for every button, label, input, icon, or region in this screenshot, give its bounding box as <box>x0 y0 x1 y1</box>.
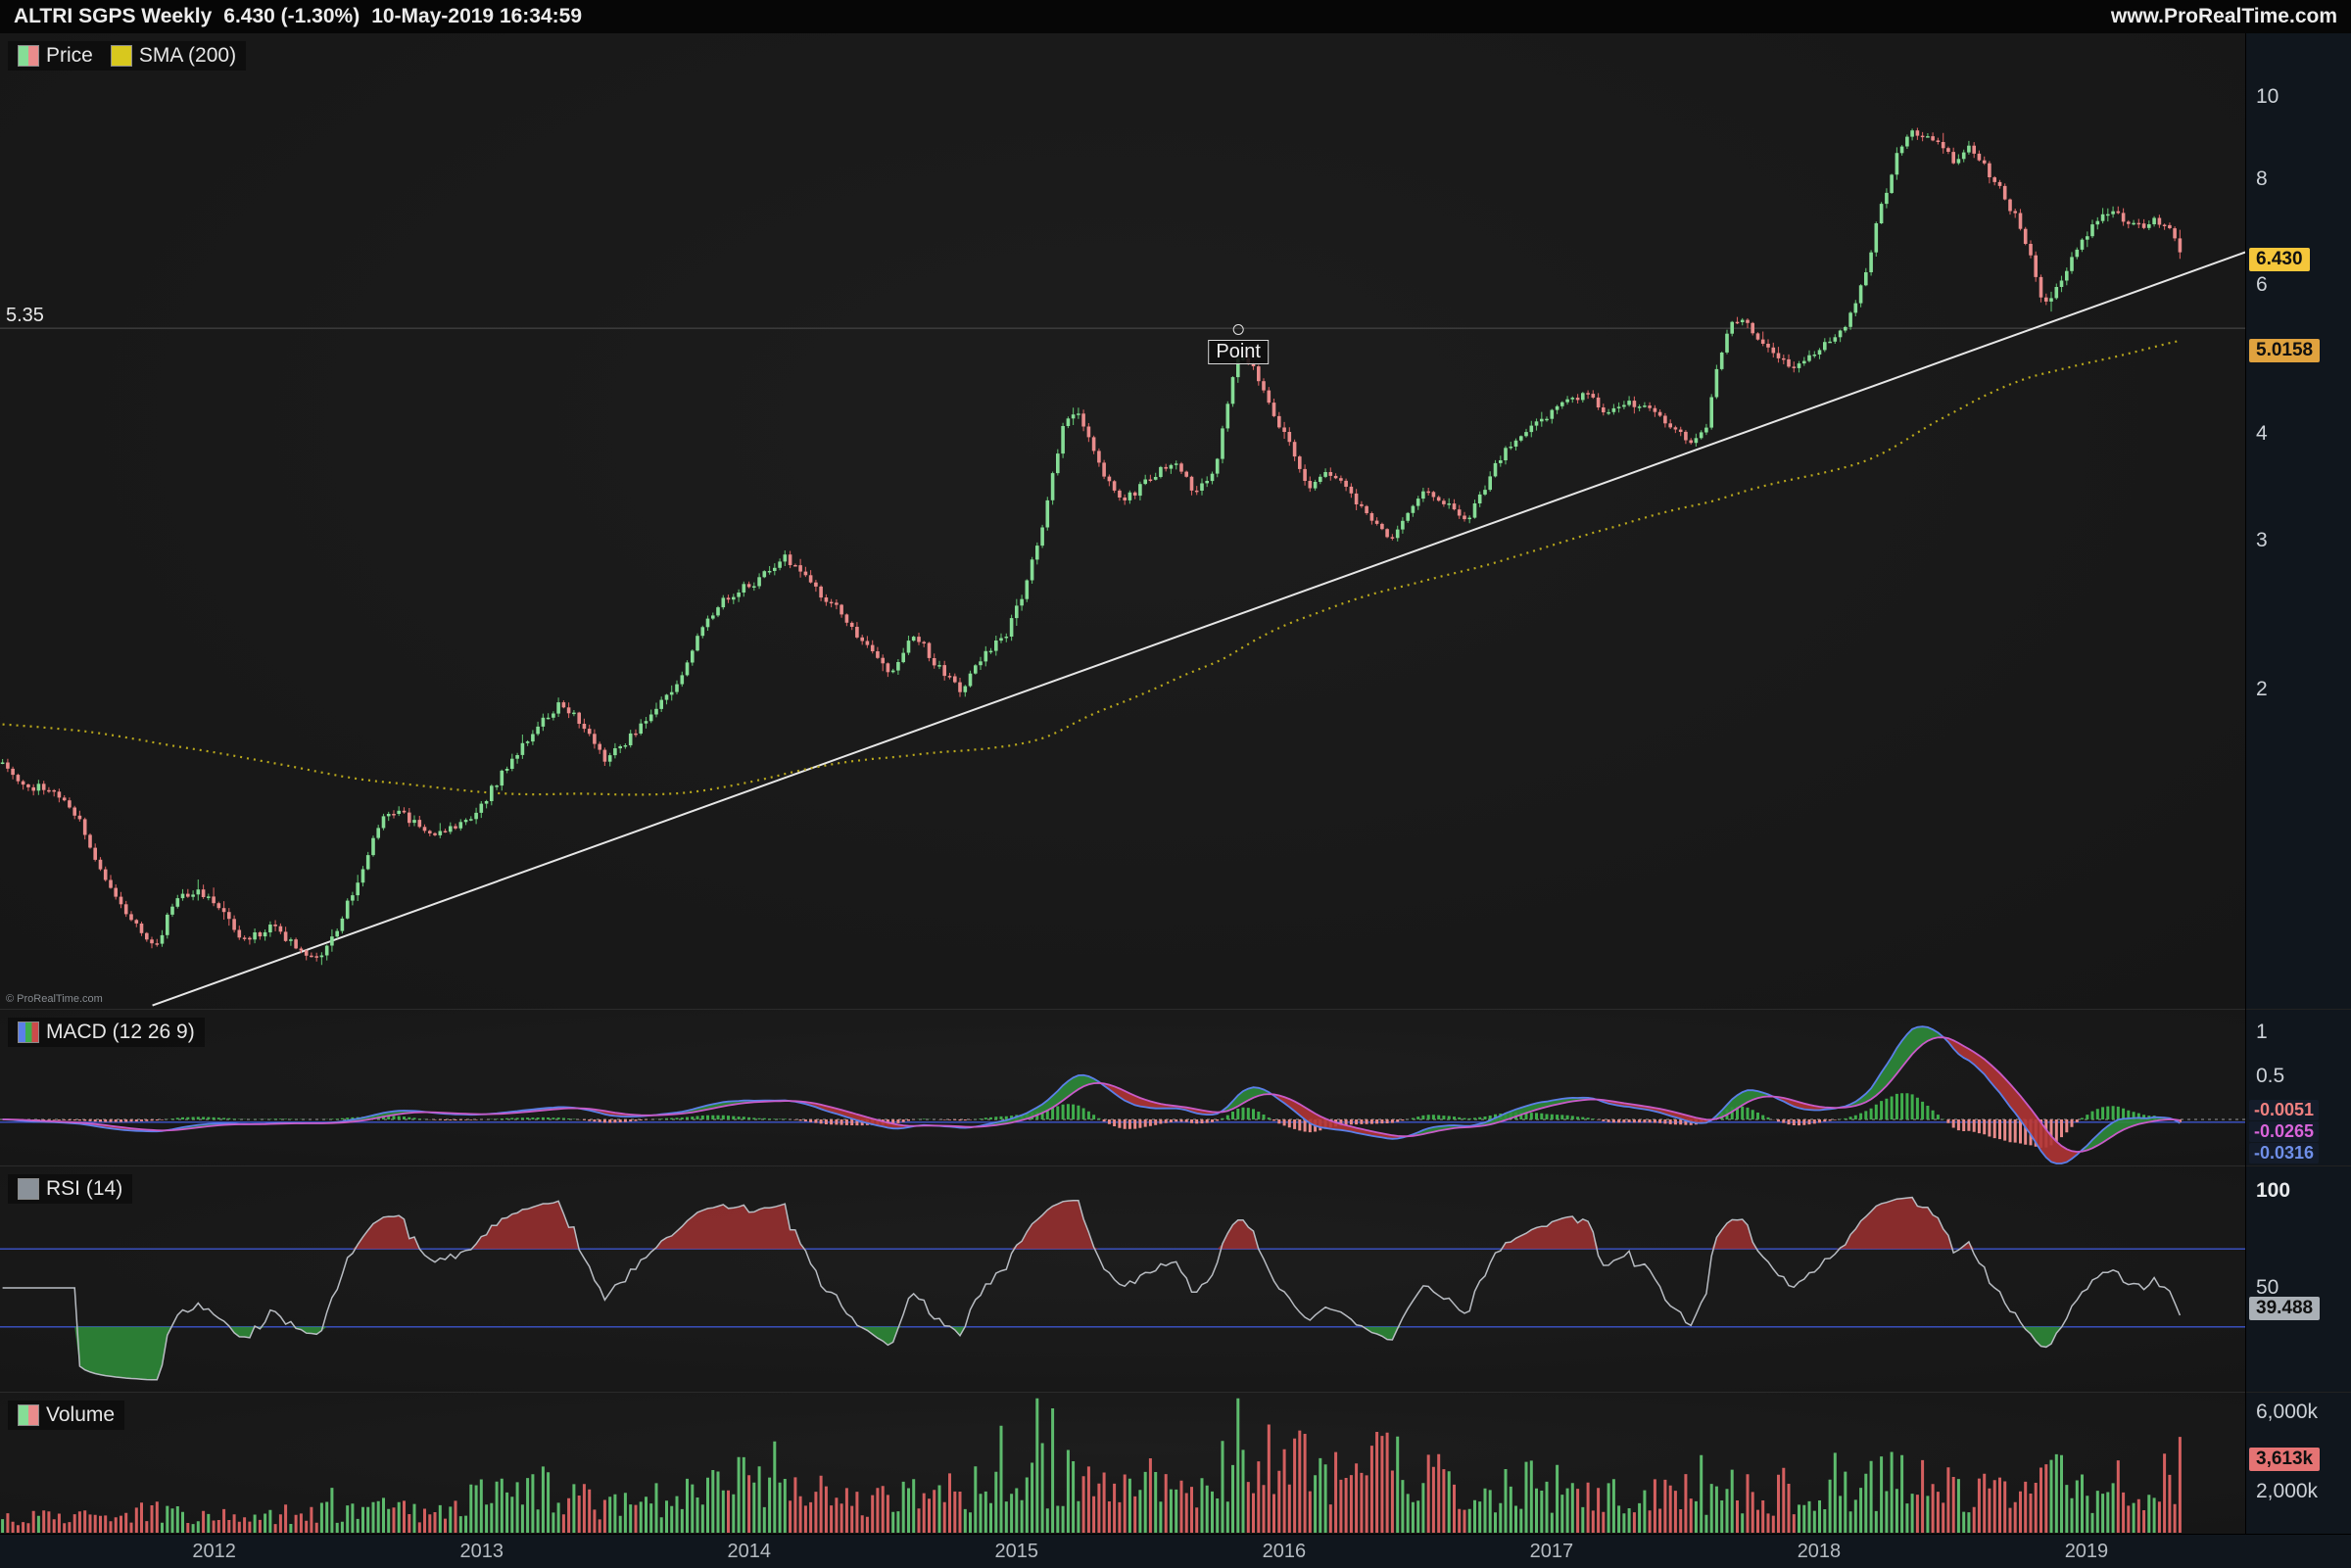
price-tick-label: 2 <box>2256 677 2268 700</box>
macd-legend-icon <box>18 1022 39 1043</box>
year-label: 2012 <box>192 1541 236 1562</box>
instrument-header: ALTRI SGPS Weekly 6.430 (-1.30%) 10-May-20… <box>14 5 594 28</box>
price-tick-label: 3 <box>2256 528 2268 551</box>
macd-tick-label: 0.5 <box>2256 1064 2285 1087</box>
macd-legend-label: MACD (12 26 9) <box>46 1021 195 1043</box>
price-legend: Price SMA (200) <box>8 41 247 71</box>
time-axis[interactable]: 2012 2013 2014 2015 2016 2017 2018 2019 <box>0 1534 2351 1568</box>
rsi-panel[interactable]: RSI (14) <box>0 1165 2245 1392</box>
rsi-tick-label: 100 <box>2256 1178 2291 1202</box>
quote-datetime: 10-May-2019 16:34:59 <box>371 5 583 27</box>
rsi-axis[interactable]: 100 50 39.488 <box>2246 1165 2351 1392</box>
macd-value-badge: -0.0265 <box>2249 1121 2320 1142</box>
price-tick-label: 4 <box>2256 422 2268 446</box>
legend-item-rsi[interactable]: RSI (14) <box>18 1177 122 1201</box>
volume-legend-icon <box>18 1404 39 1426</box>
last-price-badge: 6.430 <box>2249 248 2310 271</box>
rsi-tick-label: 50 <box>2256 1276 2279 1299</box>
price-tick-label: 10 <box>2256 85 2279 108</box>
price-level-label: 5.35 <box>6 305 44 327</box>
legend-item-macd[interactable]: MACD (12 26 9) <box>18 1021 195 1044</box>
macd-axis[interactable]: 1 0.5 -0.0051 -0.0265 -0.0316 <box>2246 1009 2351 1165</box>
year-label: 2018 <box>1797 1541 1842 1562</box>
p-rsi-drawing <box>0 1196 2245 1381</box>
volume-axis[interactable]: 6,000k 2,000k 3,613k <box>2246 1392 2351 1534</box>
rsi-legend: RSI (14) <box>8 1174 133 1204</box>
top-bar: ALTRI SGPS Weekly 6.430 (-1.30%) 10-May-20… <box>0 0 2351 33</box>
volume-tick-label: 2,000k <box>2256 1480 2319 1502</box>
rsi-legend-icon <box>18 1178 39 1200</box>
macd-value-badge: -0.0316 <box>2249 1143 2320 1164</box>
prorealtime-link[interactable]: www.ProRealTime.com <box>2110 5 2337 27</box>
year-label: 2014 <box>727 1541 772 1562</box>
price-legend-label: Price <box>46 44 93 67</box>
price-panel[interactable]: Price SMA (200) 5.35 Point © ProRealTime… <box>0 33 2245 1009</box>
p-macd-drawing <box>0 1025 2245 1164</box>
volume-tick-label: 6,000k <box>2256 1401 2319 1423</box>
watermark: © ProRealTime.com <box>6 993 103 1005</box>
volume-legend-label: Volume <box>46 1403 116 1426</box>
point-annotation-label[interactable]: Point <box>1208 339 1269 364</box>
p-price-drawing <box>0 127 2245 1007</box>
year-label: 2017 <box>1529 1541 1574 1562</box>
macd-panel[interactable]: MACD (12 26 9) <box>0 1009 2245 1165</box>
volume-legend: Volume <box>8 1401 125 1430</box>
instrument-name: ALTRI SGPS Weekly <box>14 5 213 27</box>
point-annotation-marker[interactable] <box>1232 324 1244 335</box>
price-axis[interactable]: 10 8 6 4 3 2 6.430 5.0158 <box>2246 33 2351 1009</box>
rsi-value-badge: 39.488 <box>2249 1296 2321 1320</box>
quote-value: 6.430 (-1.30%) <box>223 5 360 27</box>
price-tick-label: 6 <box>2256 273 2268 296</box>
legend-item-price[interactable]: Price <box>18 44 93 68</box>
rsi-legend-label: RSI (14) <box>46 1177 123 1200</box>
macd-tick-label: 1 <box>2256 1021 2268 1043</box>
value-axis-column[interactable]: 10 8 6 4 3 2 6.430 5.0158 1 0.5 -0.0051 -0.0265 -0.… <box>2245 33 2351 1534</box>
legend-item-sma[interactable]: SMA (200) <box>110 44 237 68</box>
year-label: 2013 <box>459 1541 504 1562</box>
sma-legend-icon <box>110 45 132 67</box>
year-label: 2019 <box>2064 1541 2109 1562</box>
price-tick-label: 8 <box>2256 166 2268 190</box>
sma-value-badge: 5.0158 <box>2249 339 2321 363</box>
macd-legend: MACD (12 26 9) <box>8 1018 205 1047</box>
legend-item-volume[interactable]: Volume <box>18 1403 115 1427</box>
year-label: 2016 <box>1262 1541 1307 1562</box>
volume-panel[interactable]: Volume <box>0 1392 2245 1534</box>
volume-value-badge: 3,613k <box>2249 1448 2321 1472</box>
p-vol-drawing <box>1 1398 2182 1533</box>
chart-column: Price SMA (200) 5.35 Point © ProRealTime… <box>0 33 2245 1534</box>
year-label: 2015 <box>994 1541 1039 1562</box>
macd-value-badge: -0.0051 <box>2249 1100 2320 1120</box>
sma-legend-label: SMA (200) <box>138 44 237 67</box>
price-legend-icon <box>18 45 39 67</box>
